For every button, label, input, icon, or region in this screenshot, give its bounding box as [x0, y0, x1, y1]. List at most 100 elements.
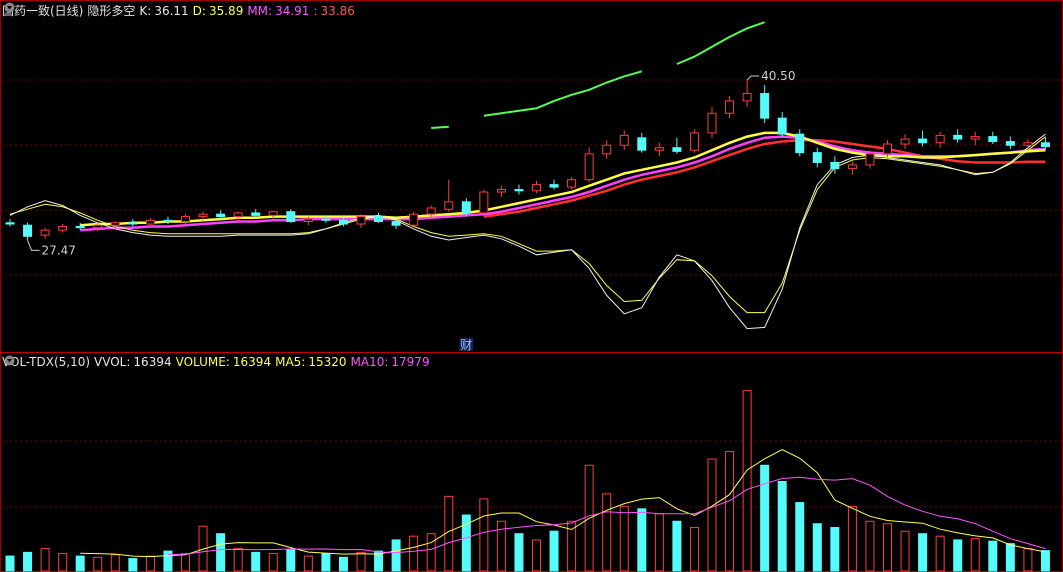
volume-ma-lines [80, 449, 1046, 558]
candle-body [742, 93, 752, 102]
candle-body [619, 134, 629, 146]
volume-bar [356, 551, 366, 572]
event-marker-bg [459, 338, 474, 351]
candle-body [584, 153, 594, 181]
volume-header: VOL-TDX(5,10) VVOL: 16394 VOLUME: 16394 MA5: 1… [2, 355, 434, 369]
candle-body [128, 222, 138, 225]
candle-body [812, 152, 822, 163]
indicator-name: 隐形多空 [87, 4, 136, 18]
volume-bar [286, 549, 296, 572]
chart-title: 国药一致(日线) [2, 4, 84, 18]
volume-bar [75, 555, 85, 572]
volume-bar [23, 551, 33, 572]
candle-body [75, 225, 85, 229]
volume-bar [303, 555, 313, 572]
candle-body [777, 117, 787, 135]
volume-bar [847, 505, 857, 572]
chart-title: VOL-TDX(5,10) [2, 355, 91, 369]
indicator-value: 16394 [232, 355, 272, 369]
candle-body [93, 224, 103, 229]
candle-body [988, 136, 998, 143]
volume-bar [338, 556, 348, 572]
candle-body [795, 133, 805, 154]
candle-body [707, 112, 717, 134]
indicator-label: MA10: [350, 355, 389, 369]
volume-bar [1005, 543, 1015, 572]
volume-bar [619, 505, 629, 572]
dropdown-icon[interactable] [4, 2, 15, 13]
indicator-label: K: [139, 3, 152, 18]
candle-body [444, 201, 454, 210]
candle-body [567, 179, 577, 188]
candle-body [847, 164, 857, 170]
volume-bar [426, 533, 436, 572]
indicator-value: 16394 [133, 355, 172, 369]
candle-body [883, 143, 892, 155]
candle-body [532, 184, 541, 192]
volume-bar [637, 508, 647, 572]
candle-body [356, 216, 366, 225]
annotation-pointer [746, 75, 760, 81]
indicator-lines [9, 21, 1046, 330]
candle-body [689, 132, 699, 151]
volume-bar [812, 523, 822, 572]
candle-body [40, 229, 50, 236]
candle-body [303, 218, 313, 223]
volume-bar [689, 526, 699, 572]
candle-body [970, 136, 980, 140]
candle-body [1023, 142, 1033, 146]
candle-body [163, 219, 173, 223]
indicator-label: : [313, 3, 318, 18]
volume-bar [93, 556, 103, 572]
candle-body [672, 147, 682, 152]
candle-body [1040, 142, 1050, 147]
volume-bar [900, 530, 910, 572]
candle-body [251, 212, 261, 216]
candle-body [426, 207, 436, 215]
indicator-label: VOLUME: [175, 355, 230, 369]
volume-bar [602, 493, 612, 572]
volume-bar [128, 558, 138, 572]
candle-body [865, 153, 875, 166]
candle-body [900, 138, 910, 145]
candle-body [338, 219, 348, 225]
candle-body [321, 218, 331, 221]
candle-body [654, 147, 664, 151]
volume-bar [479, 498, 489, 572]
volume-bar [321, 553, 331, 572]
candle-body [760, 93, 770, 119]
volume-bar [760, 464, 770, 572]
volume-bar [268, 553, 278, 572]
volume-bar [181, 553, 190, 572]
volume-bar [795, 502, 805, 572]
volume-bar [953, 539, 963, 572]
candle-body [145, 219, 155, 225]
candle-body [233, 212, 243, 218]
dropdown-icon[interactable] [4, 355, 15, 366]
candle-body [374, 216, 384, 223]
candle-body [58, 225, 68, 231]
volume-bar [549, 530, 559, 572]
candle-body [479, 191, 489, 214]
candle-body [110, 222, 120, 226]
volume-bar [988, 540, 998, 572]
volume-bar [1023, 548, 1033, 572]
candle-body [23, 224, 33, 237]
volume-bar [742, 390, 752, 572]
indicator-label: MM: [247, 3, 273, 18]
indicator-label: VVOL: [94, 355, 131, 369]
indicator-line [80, 449, 1046, 558]
volume-bar [777, 480, 787, 572]
annotation-label: 27.47 [42, 243, 76, 257]
candle-body [918, 138, 928, 144]
volume-bar [883, 523, 892, 572]
volume-bar [5, 555, 15, 572]
candle-body [286, 211, 296, 223]
volume-bar [865, 520, 875, 572]
volume-bar [496, 520, 506, 572]
annotation-label: 40.50 [761, 69, 795, 83]
candle-body [637, 137, 647, 151]
